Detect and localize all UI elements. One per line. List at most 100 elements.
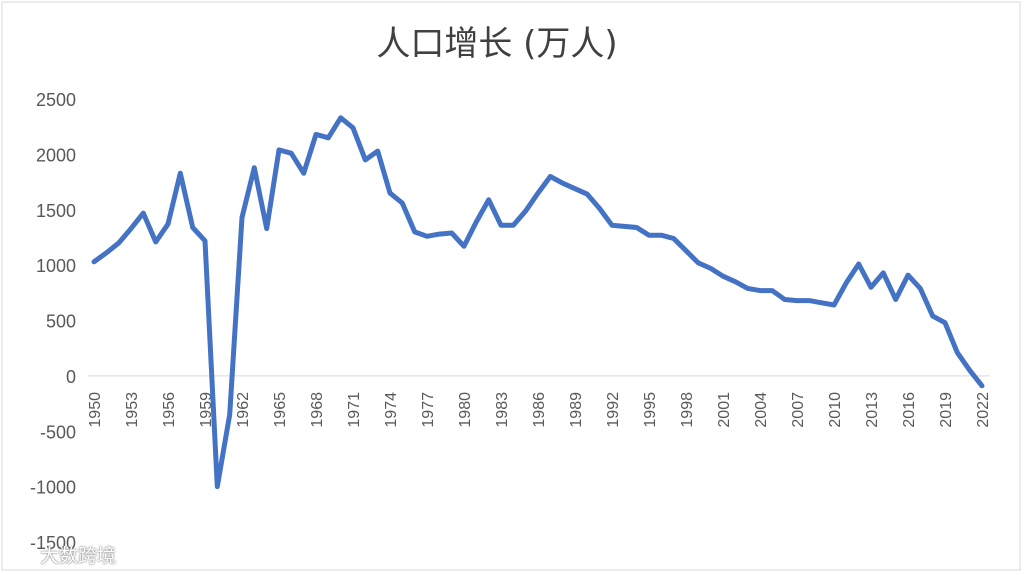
- data-point: [684, 248, 688, 253]
- data-point: [388, 191, 392, 196]
- data-point: [758, 288, 762, 293]
- data-point: [622, 224, 627, 229]
- x-tick-label: 1986: [531, 392, 548, 428]
- data-point: [437, 232, 442, 237]
- data-point: [252, 165, 257, 170]
- data-point: [400, 201, 405, 206]
- y-tick-label: -500: [40, 422, 76, 442]
- x-tick-label: 2019: [938, 392, 955, 428]
- data-point: [425, 234, 429, 239]
- data-point: [264, 226, 269, 231]
- x-tick-label: 1977: [420, 392, 437, 428]
- data-point: [338, 115, 343, 120]
- y-tick-label: -1500: [30, 533, 76, 553]
- data-point: [326, 135, 331, 140]
- data-point: [511, 223, 516, 228]
- data-point: [782, 297, 787, 302]
- y-tick-label: 1000: [36, 256, 76, 276]
- data-point: [770, 288, 775, 293]
- data-point: [585, 192, 590, 197]
- data-point: [499, 223, 503, 228]
- y-axis-ticks: 2500 2000 1500 1000 500 0 -500 -1000 -1500: [30, 90, 76, 553]
- data-point: [560, 181, 565, 186]
- data-point: [647, 233, 651, 238]
- data-point: [474, 219, 479, 224]
- data-point: [906, 273, 910, 278]
- data-point: [955, 350, 960, 355]
- data-point: [930, 314, 935, 319]
- data-point: [807, 298, 812, 303]
- data-point: [301, 171, 306, 176]
- x-tick-label: 2004: [753, 392, 770, 428]
- y-tick-label: 1500: [36, 201, 76, 221]
- data-point: [869, 285, 873, 290]
- x-tick-label: 2001: [716, 392, 733, 428]
- data-point: [832, 303, 836, 307]
- data-point: [178, 171, 183, 176]
- data-point: [351, 125, 355, 130]
- watermark-text: 大数跨境: [40, 545, 117, 567]
- data-point: [215, 484, 220, 489]
- data-point: [92, 259, 96, 264]
- watermark-logo-icon: [10, 547, 28, 561]
- data-point: [227, 412, 232, 417]
- data-point: [610, 223, 614, 228]
- data-point: [240, 215, 244, 220]
- data-point: [104, 250, 109, 255]
- data-point: [844, 280, 849, 285]
- x-tick-label: 2016: [901, 392, 918, 428]
- data-point: [536, 191, 540, 196]
- y-tick-label: 2000: [36, 145, 76, 165]
- x-tick-label: 1980: [457, 392, 474, 428]
- y-tick-label: 0: [66, 367, 76, 387]
- data-point: [745, 286, 750, 291]
- x-axis-ticks: 1950 1953 1956 1959 1962 1965 1968 1971 1974 1977…: [87, 392, 992, 428]
- x-tick-label: 1974: [383, 392, 400, 428]
- data-point: [289, 151, 294, 156]
- data-point: [943, 320, 947, 325]
- x-tick-label: 1998: [679, 392, 696, 428]
- data-point: [708, 266, 713, 271]
- data-point: [462, 244, 466, 249]
- data-point: [721, 274, 725, 279]
- data-point: [523, 208, 528, 213]
- x-tick-label: 1956: [161, 392, 178, 428]
- data-point: [634, 225, 639, 230]
- x-tick-label: 1971: [346, 392, 363, 428]
- y-tick-label: 500: [46, 312, 76, 332]
- x-tick-label: 1962: [235, 392, 252, 428]
- data-point: [856, 262, 861, 266]
- x-tick-label: 1989: [568, 392, 585, 428]
- data-point: [881, 270, 886, 275]
- data-points: [92, 115, 984, 489]
- x-tick-label: 2007: [790, 392, 807, 428]
- data-point: [141, 211, 146, 216]
- data-point: [277, 147, 281, 152]
- data-point: [597, 206, 602, 211]
- data-point: [659, 233, 664, 238]
- x-tick-label: 1968: [309, 392, 326, 428]
- data-point: [203, 238, 207, 243]
- data-point: [967, 368, 972, 373]
- x-tick-label: 1992: [605, 392, 622, 428]
- data-point: [733, 279, 738, 284]
- series-line: [91, 115, 985, 490]
- x-tick-label: 1965: [272, 392, 289, 428]
- data-point: [486, 197, 491, 202]
- data-point: [412, 229, 417, 234]
- data-point: [893, 297, 898, 302]
- data-point: [363, 157, 368, 162]
- watermark: 大数跨境: [8, 541, 116, 568]
- data-point: [918, 286, 923, 291]
- chart-title: 人口增长 (万人): [376, 24, 617, 64]
- x-tick-label: 1950: [87, 392, 104, 428]
- data-point: [795, 298, 799, 303]
- data-point: [166, 222, 170, 227]
- x-tick-label: 1983: [494, 392, 511, 428]
- data-point: [980, 383, 984, 388]
- x-tick-label: 1953: [124, 392, 141, 428]
- data-point: [671, 236, 676, 241]
- data-point: [314, 132, 318, 137]
